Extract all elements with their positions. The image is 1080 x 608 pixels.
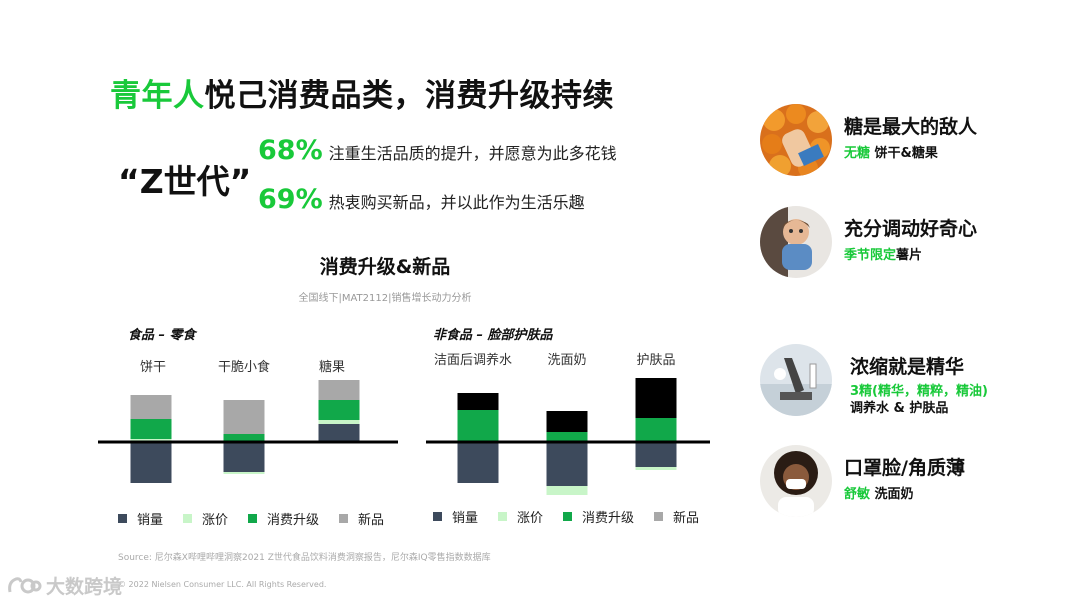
legend-item-upgrade: 消费升级 bbox=[248, 509, 319, 528]
stat-text: 热衷购买新品，并以此作为生活乐趣 bbox=[328, 193, 585, 212]
category-label: 糖果 bbox=[318, 360, 345, 375]
legend-item-upgrade: 消费升级 bbox=[563, 507, 634, 526]
bar-segment bbox=[130, 395, 172, 419]
legend-item-volume: 销量 bbox=[433, 507, 478, 526]
card-subtext: 无糖 饼干&糖果 bbox=[844, 146, 938, 161]
copyright-note: © 2022 Nielsen Consumer LLC. All Rights … bbox=[118, 580, 327, 589]
category-label: 护肤品 bbox=[636, 353, 676, 368]
insight-card: 口罩脸/角质薄 舒敏 洗面奶 bbox=[760, 445, 1080, 517]
bar-segment bbox=[223, 434, 265, 442]
card-subtext: 调养水 & 护肤品 bbox=[850, 401, 949, 416]
legend-item-volume: 销量 bbox=[118, 509, 163, 528]
bar-segment bbox=[130, 419, 172, 439]
watermark-text: 大数跨境 bbox=[46, 576, 123, 598]
bar-segment bbox=[546, 486, 588, 495]
bar-segment bbox=[546, 411, 588, 432]
title-highlight: 青年人 bbox=[110, 78, 205, 114]
bar-segment bbox=[635, 442, 677, 467]
lab-photo bbox=[760, 344, 832, 416]
legend-label: 销量 bbox=[137, 513, 164, 528]
panel-title-food: 食品 – 零食 bbox=[128, 328, 196, 343]
stat-percent: 69% bbox=[258, 184, 323, 215]
card-heading: 充分调动好奇心 bbox=[844, 218, 978, 240]
insight-card: 充分调动好奇心 季节限定薯片 bbox=[760, 206, 1080, 278]
card-heading: 浓缩就是精华 bbox=[850, 356, 965, 378]
panel-title-skincare: 非食品 – 脸部护肤品 bbox=[433, 328, 553, 343]
stat-text: 注重生活品质的提升，并愿意为此多花钱 bbox=[328, 144, 617, 163]
bar-segment bbox=[130, 442, 172, 483]
legend-food: 销量 涨价 消费升级 新品 bbox=[118, 509, 404, 528]
legend-label: 新品 bbox=[673, 511, 700, 526]
insight-card: 糖是最大的敌人 无糖 饼干&糖果 bbox=[760, 104, 1080, 176]
watermark-logo-icon bbox=[8, 576, 42, 593]
category-label: 干脆小食 bbox=[217, 360, 270, 375]
stat-row: 69% 热衷购买新品，并以此作为生活乐趣 bbox=[258, 184, 585, 215]
bar-segment bbox=[457, 442, 499, 483]
legend-label: 新品 bbox=[358, 513, 385, 528]
stat-row: 68% 注重生活品质的提升，并愿意为此多花钱 bbox=[258, 135, 617, 166]
chart-title: 消费升级&新品 bbox=[319, 256, 451, 278]
bar-segment bbox=[635, 378, 677, 418]
title-rest: 悦己消费品类，消费升级持续 bbox=[204, 78, 614, 114]
watermark: 大数跨境 bbox=[6, 572, 122, 599]
page-title: 青年人悦己消费品类，消费升级持续 bbox=[110, 70, 614, 115]
bar-segment bbox=[457, 393, 499, 410]
card-heading: 口罩脸/角质薄 bbox=[844, 457, 965, 479]
bar-segment bbox=[223, 400, 265, 434]
chart-subtitle: 全国线下|MAT2112|销售增长动力分析 bbox=[298, 293, 472, 304]
legend-label: 销量 bbox=[452, 511, 479, 526]
oranges-photo bbox=[760, 104, 832, 176]
source-note: Source: 尼尔森X哔哩哔哩洞察2021 Z世代食品饮料消费洞察报告，尼尔森… bbox=[118, 553, 491, 563]
legend-item-new: 新品 bbox=[654, 507, 699, 526]
bar-segment bbox=[546, 432, 588, 442]
legend-item-new: 新品 bbox=[339, 509, 384, 528]
bar-segment bbox=[318, 380, 360, 400]
legend-label: 消费升级 bbox=[267, 513, 320, 528]
bar-segment bbox=[635, 467, 677, 470]
bar-segment bbox=[546, 442, 588, 486]
card-subtext-green: 3精(精华，精粹，精油) bbox=[850, 384, 988, 399]
category-label: 洗面奶 bbox=[547, 353, 587, 368]
baby-photo bbox=[760, 206, 832, 278]
bar-segment bbox=[318, 420, 360, 424]
legend-skincare: 销量 涨价 消费升级 新品 bbox=[433, 507, 719, 526]
legend-label: 消费升级 bbox=[582, 511, 635, 526]
legend-item-price: 涨价 bbox=[183, 509, 228, 528]
bar-segment bbox=[223, 472, 265, 474]
insight-card: 浓缩就是精华 3精(精华，精粹，精油) 调养水 & 护肤品 bbox=[760, 344, 1080, 424]
z-generation-label: “Z世代” bbox=[118, 162, 252, 201]
stat-percent: 68% bbox=[258, 135, 323, 166]
category-label: 饼干 bbox=[139, 360, 166, 375]
legend-label: 涨价 bbox=[517, 511, 544, 526]
bar-segment bbox=[457, 410, 499, 442]
masked-woman-photo bbox=[760, 445, 832, 517]
bar-segment bbox=[318, 400, 360, 420]
bar-segment bbox=[223, 442, 265, 472]
card-subtext: 季节限定薯片 bbox=[844, 248, 923, 263]
card-subtext: 舒敏 洗面奶 bbox=[844, 487, 914, 502]
bar-segment bbox=[318, 424, 360, 442]
bar-chart bbox=[98, 378, 710, 495]
card-heading: 糖是最大的敌人 bbox=[844, 116, 978, 138]
bar-segment bbox=[635, 418, 677, 442]
category-label: 洁面后调养水 bbox=[433, 353, 512, 368]
legend-item-price: 涨价 bbox=[498, 507, 543, 526]
legend-label: 涨价 bbox=[202, 513, 229, 528]
